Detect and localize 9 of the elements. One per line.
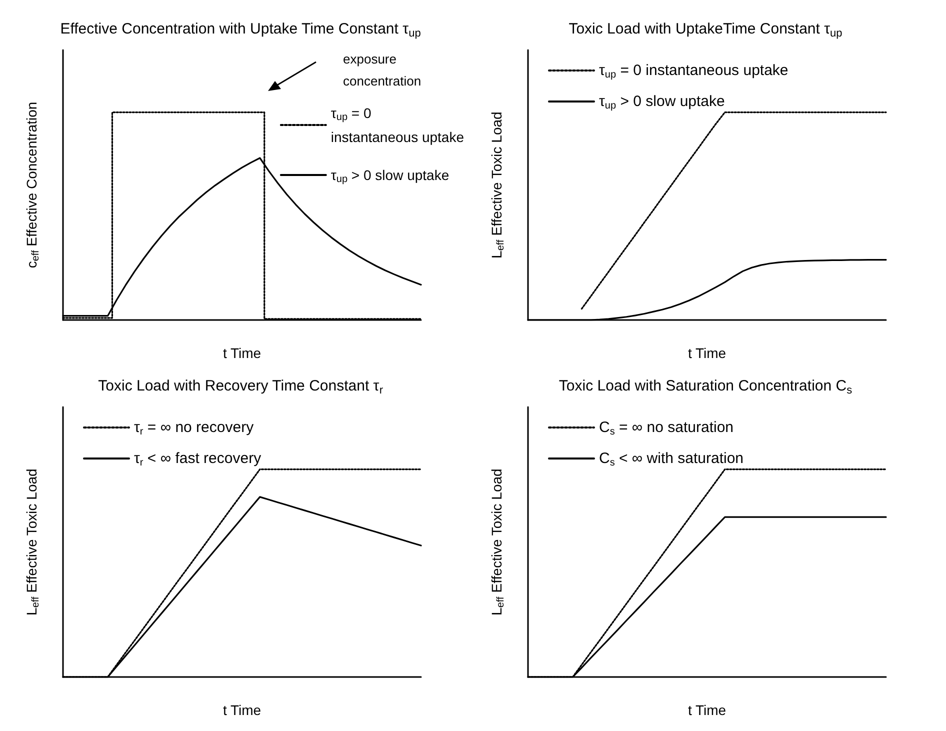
x-axis-title: t Time [688, 702, 726, 718]
x-axis-title: t Time [222, 702, 262, 718]
x-axis-title: t Time [222, 345, 262, 361]
text: exposure concentration [343, 52, 422, 88]
y-axis-title: Leff Effective Toxic Load [488, 468, 506, 616]
y-axis-title: Leff Effective Toxic Load [24, 468, 42, 616]
y-axis-title: ceff Effective Concentration [24, 102, 42, 268]
y-axis-title: Leff Effective Toxic Load [488, 112, 506, 258]
x-axis-title: t Time [688, 345, 726, 361]
